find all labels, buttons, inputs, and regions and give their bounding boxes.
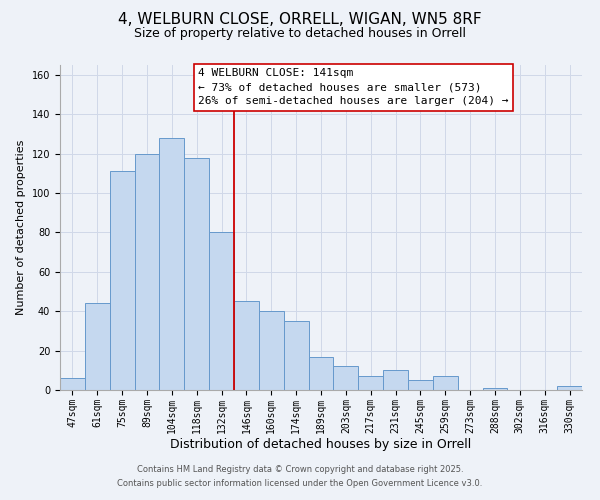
Bar <box>234 302 259 390</box>
Bar <box>284 321 308 390</box>
Bar <box>134 154 160 390</box>
Bar <box>85 304 110 390</box>
Bar <box>184 158 209 390</box>
Bar <box>308 356 334 390</box>
Text: Contains HM Land Registry data © Crown copyright and database right 2025.
Contai: Contains HM Land Registry data © Crown c… <box>118 466 482 487</box>
Bar <box>408 380 433 390</box>
Bar <box>110 172 134 390</box>
Bar <box>358 376 383 390</box>
Text: 4 WELBURN CLOSE: 141sqm
← 73% of detached houses are smaller (573)
26% of semi-d: 4 WELBURN CLOSE: 141sqm ← 73% of detache… <box>199 68 509 106</box>
Bar <box>60 378 85 390</box>
Bar <box>209 232 234 390</box>
Text: Size of property relative to detached houses in Orrell: Size of property relative to detached ho… <box>134 28 466 40</box>
X-axis label: Distribution of detached houses by size in Orrell: Distribution of detached houses by size … <box>170 438 472 452</box>
Bar <box>160 138 184 390</box>
Bar <box>259 311 284 390</box>
Bar <box>433 376 458 390</box>
Bar <box>557 386 582 390</box>
Bar <box>482 388 508 390</box>
Bar <box>383 370 408 390</box>
Bar <box>334 366 358 390</box>
Text: 4, WELBURN CLOSE, ORRELL, WIGAN, WN5 8RF: 4, WELBURN CLOSE, ORRELL, WIGAN, WN5 8RF <box>118 12 482 28</box>
Y-axis label: Number of detached properties: Number of detached properties <box>16 140 26 315</box>
